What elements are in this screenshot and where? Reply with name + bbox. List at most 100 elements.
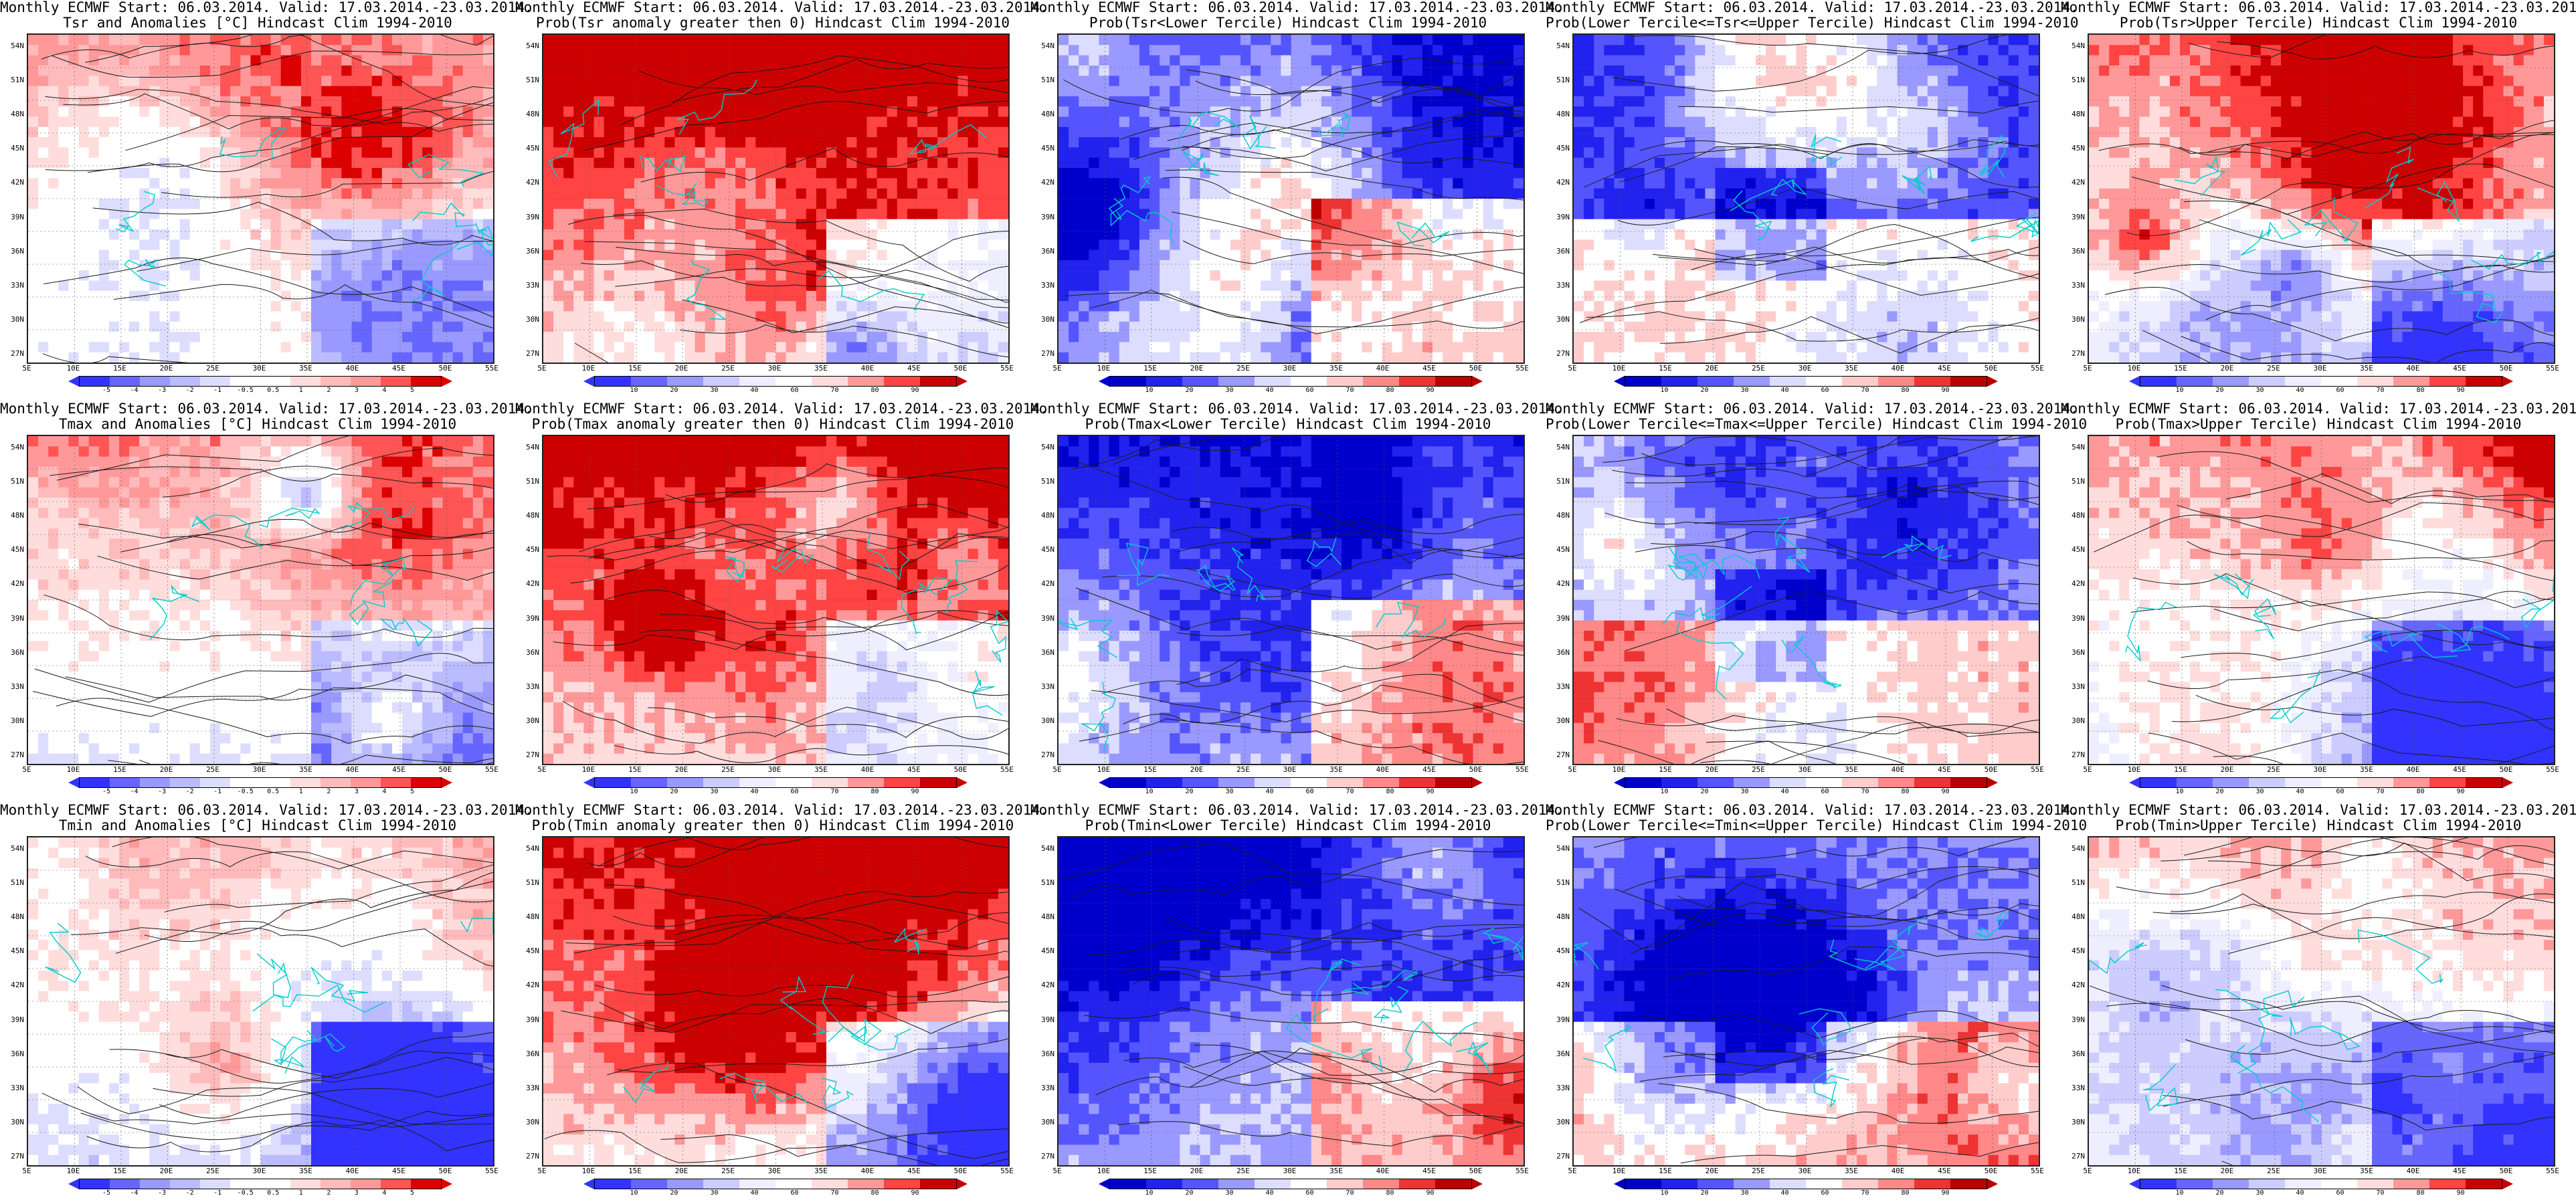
field-cell: [472, 147, 484, 159]
field-cell: [1362, 290, 1373, 302]
field-cell: [1665, 45, 1675, 56]
field-cell: [543, 116, 554, 128]
field-cell: [614, 342, 625, 353]
field-cell: [654, 55, 666, 66]
field-cell: [442, 65, 454, 76]
field-cell: [1735, 35, 1746, 46]
field-cell: [58, 55, 70, 66]
field-cell: [604, 106, 615, 118]
field-cell: [331, 157, 343, 169]
field-cell: [644, 219, 655, 230]
field-cell: [927, 219, 938, 230]
field-cell: [765, 55, 777, 66]
field-cell: [1786, 35, 1797, 46]
field-cell: [866, 126, 878, 138]
field-cell: [250, 280, 262, 292]
field-cell: [402, 321, 413, 332]
field-cell: [1109, 126, 1120, 138]
field-cell: [725, 157, 736, 169]
field-cell: [351, 270, 363, 282]
field-cell: [38, 76, 49, 87]
field-cell: [28, 45, 39, 56]
field-cell: [442, 178, 454, 189]
field-cell: [745, 280, 757, 292]
field-cell: [947, 96, 959, 107]
field-cell: [1109, 106, 1120, 118]
field-cell: [1210, 199, 1221, 210]
field-cell: [230, 55, 242, 66]
field-cell: [1059, 352, 1069, 363]
field-cell: [796, 342, 807, 353]
field-cell: [1846, 76, 1857, 87]
field-cell: [1170, 199, 1181, 210]
field-cell: [1766, 65, 1776, 76]
field-cell: [1251, 270, 1261, 282]
field-cell: [1695, 76, 1706, 87]
field-cell: [705, 65, 716, 76]
field-cell: [978, 157, 989, 169]
field-cell: [1069, 45, 1079, 56]
field-cell: [68, 219, 80, 230]
field-cell: [826, 352, 837, 363]
field-cell: [1402, 352, 1413, 363]
field-cell: [1352, 332, 1363, 343]
field-cell: [796, 239, 807, 251]
field-cell: [1745, 55, 1756, 66]
field-cell: [674, 342, 686, 353]
field-cell: [715, 290, 726, 302]
field-cell: [553, 249, 564, 261]
field-cell: [957, 116, 969, 128]
field-cell: [1109, 249, 1120, 261]
field-cell: [735, 116, 746, 128]
field-cell: [28, 35, 39, 46]
field-cell: [957, 332, 969, 343]
field-cell: [604, 35, 615, 46]
field-cell: [917, 321, 928, 332]
field-cell: [139, 106, 151, 118]
field-cell: [614, 229, 625, 240]
field-cell: [765, 45, 777, 56]
field-cell: [1685, 65, 1696, 76]
field-cell: [624, 35, 635, 46]
field-cell: [543, 342, 554, 353]
field-cell: [1443, 35, 1453, 46]
field-cell: [412, 290, 423, 302]
field-cell: [442, 106, 454, 118]
field-cell: [1786, 96, 1797, 107]
field-cell: [139, 65, 151, 76]
field-cell: [836, 35, 848, 46]
field-cell: [1443, 147, 1453, 159]
field-cell: [220, 178, 231, 189]
field-cell: [745, 188, 757, 199]
field-cell: [341, 45, 353, 56]
map-panel: Monthly ECMWF Start: 06.03.2014. Valid: …: [0, 0, 533, 401]
field-cell: [907, 35, 918, 46]
field-cell: [58, 116, 70, 128]
field-cell: [1342, 65, 1352, 76]
field-cell: [1352, 301, 1363, 312]
field-cell: [1311, 311, 1322, 322]
contour-line: [1182, 84, 1524, 151]
field-cell: [1089, 188, 1100, 199]
field-cell: [98, 96, 110, 107]
field-cell: [1170, 147, 1181, 159]
field-cell: [1301, 301, 1312, 312]
field-cell: [189, 280, 201, 292]
field-cell: [331, 321, 343, 332]
field-cell: [1149, 86, 1160, 97]
field-cell: [149, 188, 161, 199]
field-cell: [937, 126, 949, 138]
field-cell: [220, 86, 231, 97]
field-cell: [432, 311, 444, 322]
colorbar-tick-label: 60: [790, 387, 798, 394]
field-cell: [917, 311, 928, 322]
field-cell: [210, 116, 221, 128]
field-cell: [725, 76, 736, 87]
field-cell: [1240, 280, 1251, 292]
field-cell: [341, 157, 353, 169]
field-cell: [1473, 147, 1484, 159]
field-cell: [1453, 249, 1464, 261]
field-cell: [1261, 157, 1272, 169]
field-cell: [78, 35, 90, 46]
field-cell: [1180, 249, 1191, 261]
